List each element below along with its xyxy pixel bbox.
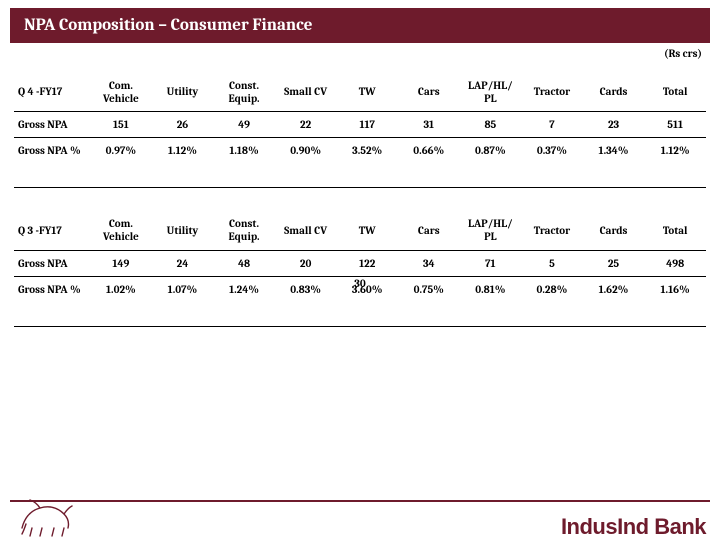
cell: 498 [644, 250, 706, 276]
cell: 0.66% [398, 138, 460, 164]
col-header: Total [644, 74, 706, 112]
col-header: Small CV [275, 74, 337, 112]
cell: 24 [152, 250, 214, 276]
footer-rule [10, 500, 710, 502]
col-header: Utility [152, 212, 214, 250]
cell: 48 [213, 250, 275, 276]
cell: 1.34% [583, 138, 645, 164]
cell: 23 [583, 112, 645, 138]
cell: 149 [90, 250, 152, 276]
row-label: Gross NPA [14, 112, 90, 138]
cell: 0.97% [90, 138, 152, 164]
footer: IndusInd Bank [0, 500, 720, 548]
table-header-row: Q 3 -FY17 Com. Vehicle Utility Const. Eq… [14, 212, 706, 250]
cell: 20 [275, 250, 337, 276]
cell: 31 [398, 112, 460, 138]
cell: 85 [460, 112, 522, 138]
col-header: TW [336, 74, 398, 112]
col-header: Const. Equip. [213, 212, 275, 250]
col-header: LAP/HL/ PL [460, 74, 522, 112]
cell: 117 [336, 112, 398, 138]
cell: 511 [644, 112, 706, 138]
table-row: Gross NPA 151 26 49 22 117 31 85 7 23 51… [14, 112, 706, 138]
col-header: Small CV [275, 212, 337, 250]
table-header-row: Q 4 -FY17 Com. Vehicle Utility Const. Eq… [14, 74, 706, 112]
cell: 26 [152, 112, 214, 138]
table-row: Gross NPA % 0.97% 1.12% 1.18% 0.90% 3.52… [14, 138, 706, 164]
cell: 7 [521, 112, 583, 138]
table-row: Gross NPA 149 24 48 20 122 34 71 5 25 49… [14, 250, 706, 276]
cell: 0.37% [521, 138, 583, 164]
cell: 71 [460, 250, 522, 276]
col-header: Cars [398, 212, 460, 250]
col-header: Com. Vehicle [90, 212, 152, 250]
cell: 1.18% [213, 138, 275, 164]
col-header: LAP/HL/ PL [460, 212, 522, 250]
cell: 122 [336, 250, 398, 276]
table-q4: Q 4 -FY17 Com. Vehicle Utility Const. Eq… [14, 74, 706, 163]
bull-logo-icon [16, 494, 76, 538]
row-label: Gross NPA % [14, 138, 90, 164]
cell: 0.90% [275, 138, 337, 164]
col-header: Cars [398, 74, 460, 112]
brand-logo: IndusInd Bank [561, 514, 706, 540]
cell: 22 [275, 112, 337, 138]
period-header: Q 3 -FY17 [14, 212, 90, 250]
col-header: Utility [152, 74, 214, 112]
col-header: Com. Vehicle [90, 74, 152, 112]
col-header: Const. Equip. [213, 74, 275, 112]
cell: 34 [398, 250, 460, 276]
unit-note: (Rs crs) [0, 47, 720, 60]
section-divider [14, 326, 706, 327]
cell: 5 [521, 250, 583, 276]
cell: 25 [583, 250, 645, 276]
slide-title: NPA Composition – Consumer Finance [10, 8, 710, 43]
period-header: Q 4 -FY17 [14, 74, 90, 112]
cell: 1.12% [152, 138, 214, 164]
col-header: Tractor [521, 212, 583, 250]
col-header: TW [336, 212, 398, 250]
section-divider [14, 187, 706, 188]
row-label: Gross NPA [14, 250, 90, 276]
cell: 0.87% [460, 138, 522, 164]
cell: 1.12% [644, 138, 706, 164]
col-header: Tractor [521, 74, 583, 112]
col-header: Cards [583, 212, 645, 250]
cell: 3.52% [336, 138, 398, 164]
cell: 151 [90, 112, 152, 138]
col-header: Cards [583, 74, 645, 112]
col-header: Total [644, 212, 706, 250]
cell: 49 [213, 112, 275, 138]
